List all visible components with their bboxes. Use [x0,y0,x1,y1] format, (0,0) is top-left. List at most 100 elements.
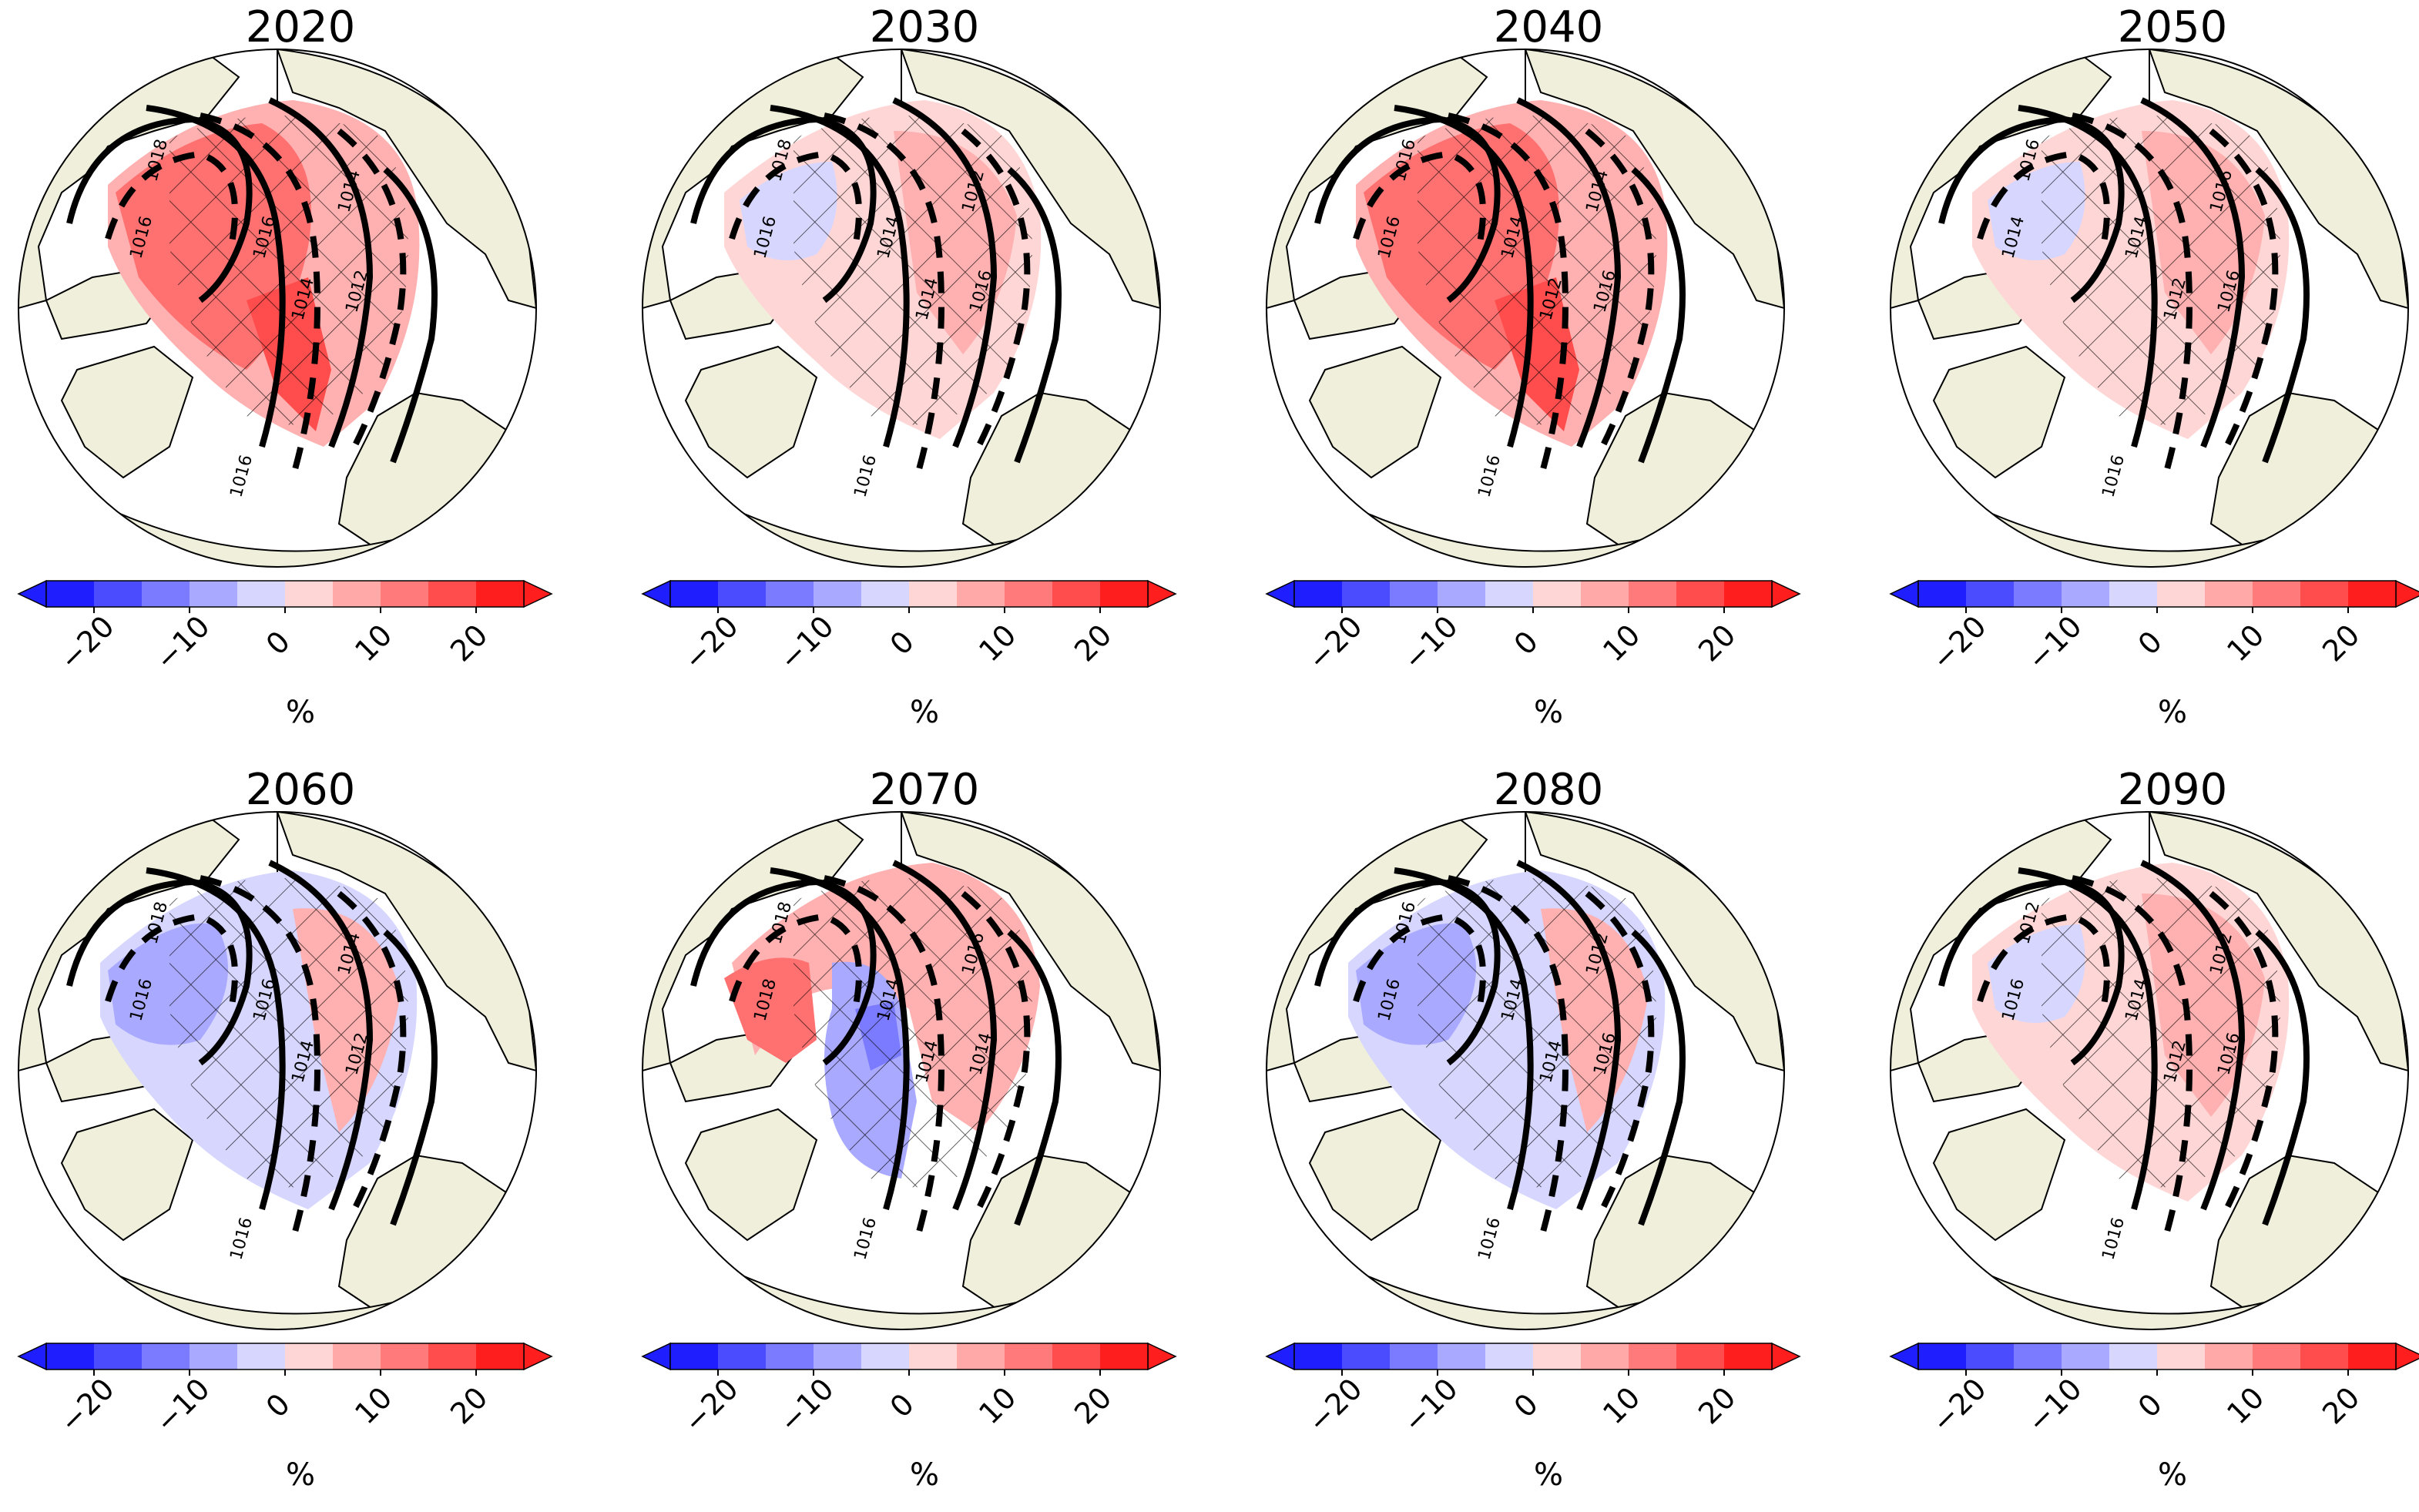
colorbar-segment [1005,581,1053,607]
colorbar-segment [1966,581,2015,607]
colorbar-segment [2109,1343,2158,1370]
colorbar-tick-label: 0 [1508,1387,1545,1424]
colorbar-segment [814,1343,862,1370]
colorbar-segment [2062,1343,2110,1370]
isobar-contour [105,913,238,1010]
colorbar-segment [957,1343,1005,1370]
colorbar-tick-label: −10 [773,609,840,677]
map-boundary [1266,49,1785,568]
colorbar-tick-label: 10 [1596,1380,1646,1430]
colorbar-tick-label: 20 [1692,618,1742,668]
colorbar-unit-label: % [909,1457,939,1493]
map-panel-2070: 2070 1018 1018 1014 1014 1016 1014 1016 −20 −10 0 1… [632,763,1217,1502]
isobar-contour [729,150,862,247]
isobar-contour [770,867,910,1211]
colorbar-segment [1581,1343,1629,1370]
colorbar-unit-label: % [2157,695,2187,730]
colorbar-unit-label: % [909,695,939,730]
isobar-contour [383,166,438,464]
colorbar-tick-label: −20 [677,609,745,677]
colorbar-segment [2253,581,2301,607]
colorbar-segment [861,1343,910,1370]
colorbar: −20 −10 0 10 20 [1889,579,2419,677]
colorbar-tick-label: 0 [260,625,297,662]
map-boundary [1266,811,1785,1330]
colorbar-segment [2348,581,2397,607]
colorbar-segment [1485,1343,1534,1370]
isobar-contour [1394,867,1534,1211]
map-boundary [18,811,537,1330]
colorbar-segment [2300,1343,2349,1370]
colorbar-tick-label: −20 [1925,609,1993,677]
colorbar-tick-label: 0 [260,1387,297,1424]
colorbar-tick-label: 0 [884,1387,921,1424]
colorbar-segment [2205,581,2253,607]
hatching [169,878,408,1188]
map-boundary [642,811,1161,1330]
colorbar-segment [2253,1343,2301,1370]
isobar-contour [1516,860,1622,1211]
isobar-contour [1353,913,1486,1010]
land-mass [1308,1108,1442,1242]
colorbar-tick-label: −10 [1397,609,1464,677]
colorbar-segment [428,1343,477,1370]
isobar-contour [1353,150,1486,247]
colorbar-segment [1100,581,1149,607]
isobar-contour [1631,166,1686,464]
colorbar-tick-label: 20 [2316,618,2366,668]
colorbar-tick-label: 10 [348,1380,398,1430]
colorbar-segment [1533,1343,1582,1370]
colorbar-segment [1966,1343,2015,1370]
isobar-contour [146,105,286,448]
isobar-contour [1007,166,1062,464]
colorbar-segment [1676,581,1725,607]
colorbar-segment [2348,1343,2397,1370]
colorbar-tick-label: −20 [1925,1372,1993,1440]
colorbar-extend-arrow [1771,579,1801,608]
colorbar-segment [237,1343,286,1370]
isobar-contour [2255,929,2310,1226]
colorbar-segment [1485,581,1534,607]
isobar-contour [729,913,862,1010]
colorbar-tick-label: 20 [444,618,494,668]
isobar-contour [105,150,238,247]
colorbar-extend-arrow [17,1342,47,1371]
colorbar-unit-label: % [1533,695,1563,730]
colorbar-segment [766,1343,814,1370]
colorbar-segment [333,581,381,607]
colorbar-segment [142,581,190,607]
isobar-contour [2209,128,2279,448]
colorbar: −20 −10 0 10 20 [1265,579,1801,677]
colorbar-tick-label: 10 [348,618,398,668]
map-panel-2020: 2020 1018 1016 1016 1014 1014 1012 1016 −20 −10 0 1… [8,0,593,739]
colorbar-segment [142,1343,190,1370]
colorbar-segment [718,581,767,607]
colorbar-tick-label: −20 [53,609,121,677]
colorbar-extend-arrow [1147,579,1177,608]
panel-title: 2020 [245,2,356,52]
colorbar-tick-label: 20 [1068,1380,1118,1430]
colorbar-extend-arrow [641,1342,671,1371]
colorbar-segment [861,581,910,607]
colorbar-tick-label: 0 [2132,625,2169,662]
colorbar-segment [1676,1343,1725,1370]
isobar-contour [1977,913,2110,1010]
isobar-contour [2018,867,2158,1211]
colorbar-segment [1052,1343,1101,1370]
isobar-contour [2140,97,2246,448]
colorbar-segment [2157,581,2206,607]
map-panel-2060: 2060 1018 1016 1016 1014 1014 1012 1016 −20 −10 0 1… [8,763,593,1502]
colorbar-segment [94,581,143,607]
colorbar-tick-label: 10 [2220,1380,2270,1430]
map-panel-2030: 2030 1018 1016 1014 1014 1012 1016 1016 −20 −10 0 1… [632,0,1217,739]
colorbar-unit-label: % [285,695,315,730]
map-panel-2080: 2080 1016 1016 1014 1014 1012 1016 1016 −20 −10 0 1… [1256,763,1841,1502]
colorbar-tick-label: −10 [149,609,216,677]
colorbar-segment [670,1343,719,1370]
colorbar-segment [1629,1343,1677,1370]
